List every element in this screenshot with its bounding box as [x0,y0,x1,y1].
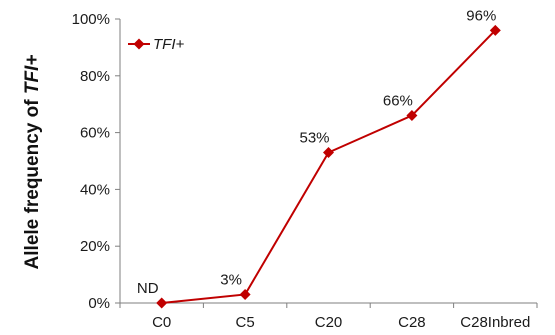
y-tick-label: 40% [80,181,110,198]
legend-marker [133,38,145,50]
y-axis-title-italic: TFI+ [22,55,43,95]
x-tick-label: C28Inbred [460,314,530,331]
data-label: 66% [383,93,413,110]
data-point-marker [323,146,334,158]
y-tick-label: 20% [80,238,110,255]
data-point-marker [239,288,251,300]
x-tick-label: C5 [236,314,255,331]
y-tick-label: 80% [80,68,110,85]
x-ticks: C0 C5 C20 C28 C28Inbred [119,303,538,331]
data-label: 96% [466,7,496,24]
x-tick-label: C0 [152,314,171,331]
x-tick-label: C20 [315,314,343,331]
series-line [161,29,497,304]
axes [119,19,537,304]
data-label: 3% [220,271,242,288]
legend-label: TFI+ [153,36,184,53]
x-tick-label: C28 [398,314,426,331]
y-ticks: 0% 20% 40% 60% 80% 100% [72,11,120,312]
data-point-marker [489,24,501,36]
data-label: ND [137,280,159,297]
data-labels: ND 3% 53% 66% 96% [137,7,496,297]
series-layer [156,24,501,309]
y-axis-title: Allele frequency of TFI+ [22,55,43,270]
data-label: 53% [299,129,329,146]
data-point-marker [406,110,418,122]
y-tick-label: 100% [72,11,110,28]
legend: TFI+ [128,36,184,53]
y-tick-label: 60% [80,125,110,142]
data-point-marker [156,297,168,309]
y-tick-label: 0% [88,295,110,312]
y-axis-title-prefix: Allele frequency of [22,94,43,269]
